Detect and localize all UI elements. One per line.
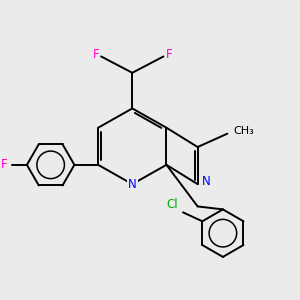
- Text: Cl: Cl: [167, 198, 178, 212]
- Text: N: N: [128, 178, 137, 191]
- Text: F: F: [166, 49, 172, 62]
- Text: N: N: [202, 175, 210, 188]
- Text: F: F: [1, 158, 8, 171]
- Text: CH₃: CH₃: [233, 126, 254, 136]
- Text: F: F: [92, 49, 99, 62]
